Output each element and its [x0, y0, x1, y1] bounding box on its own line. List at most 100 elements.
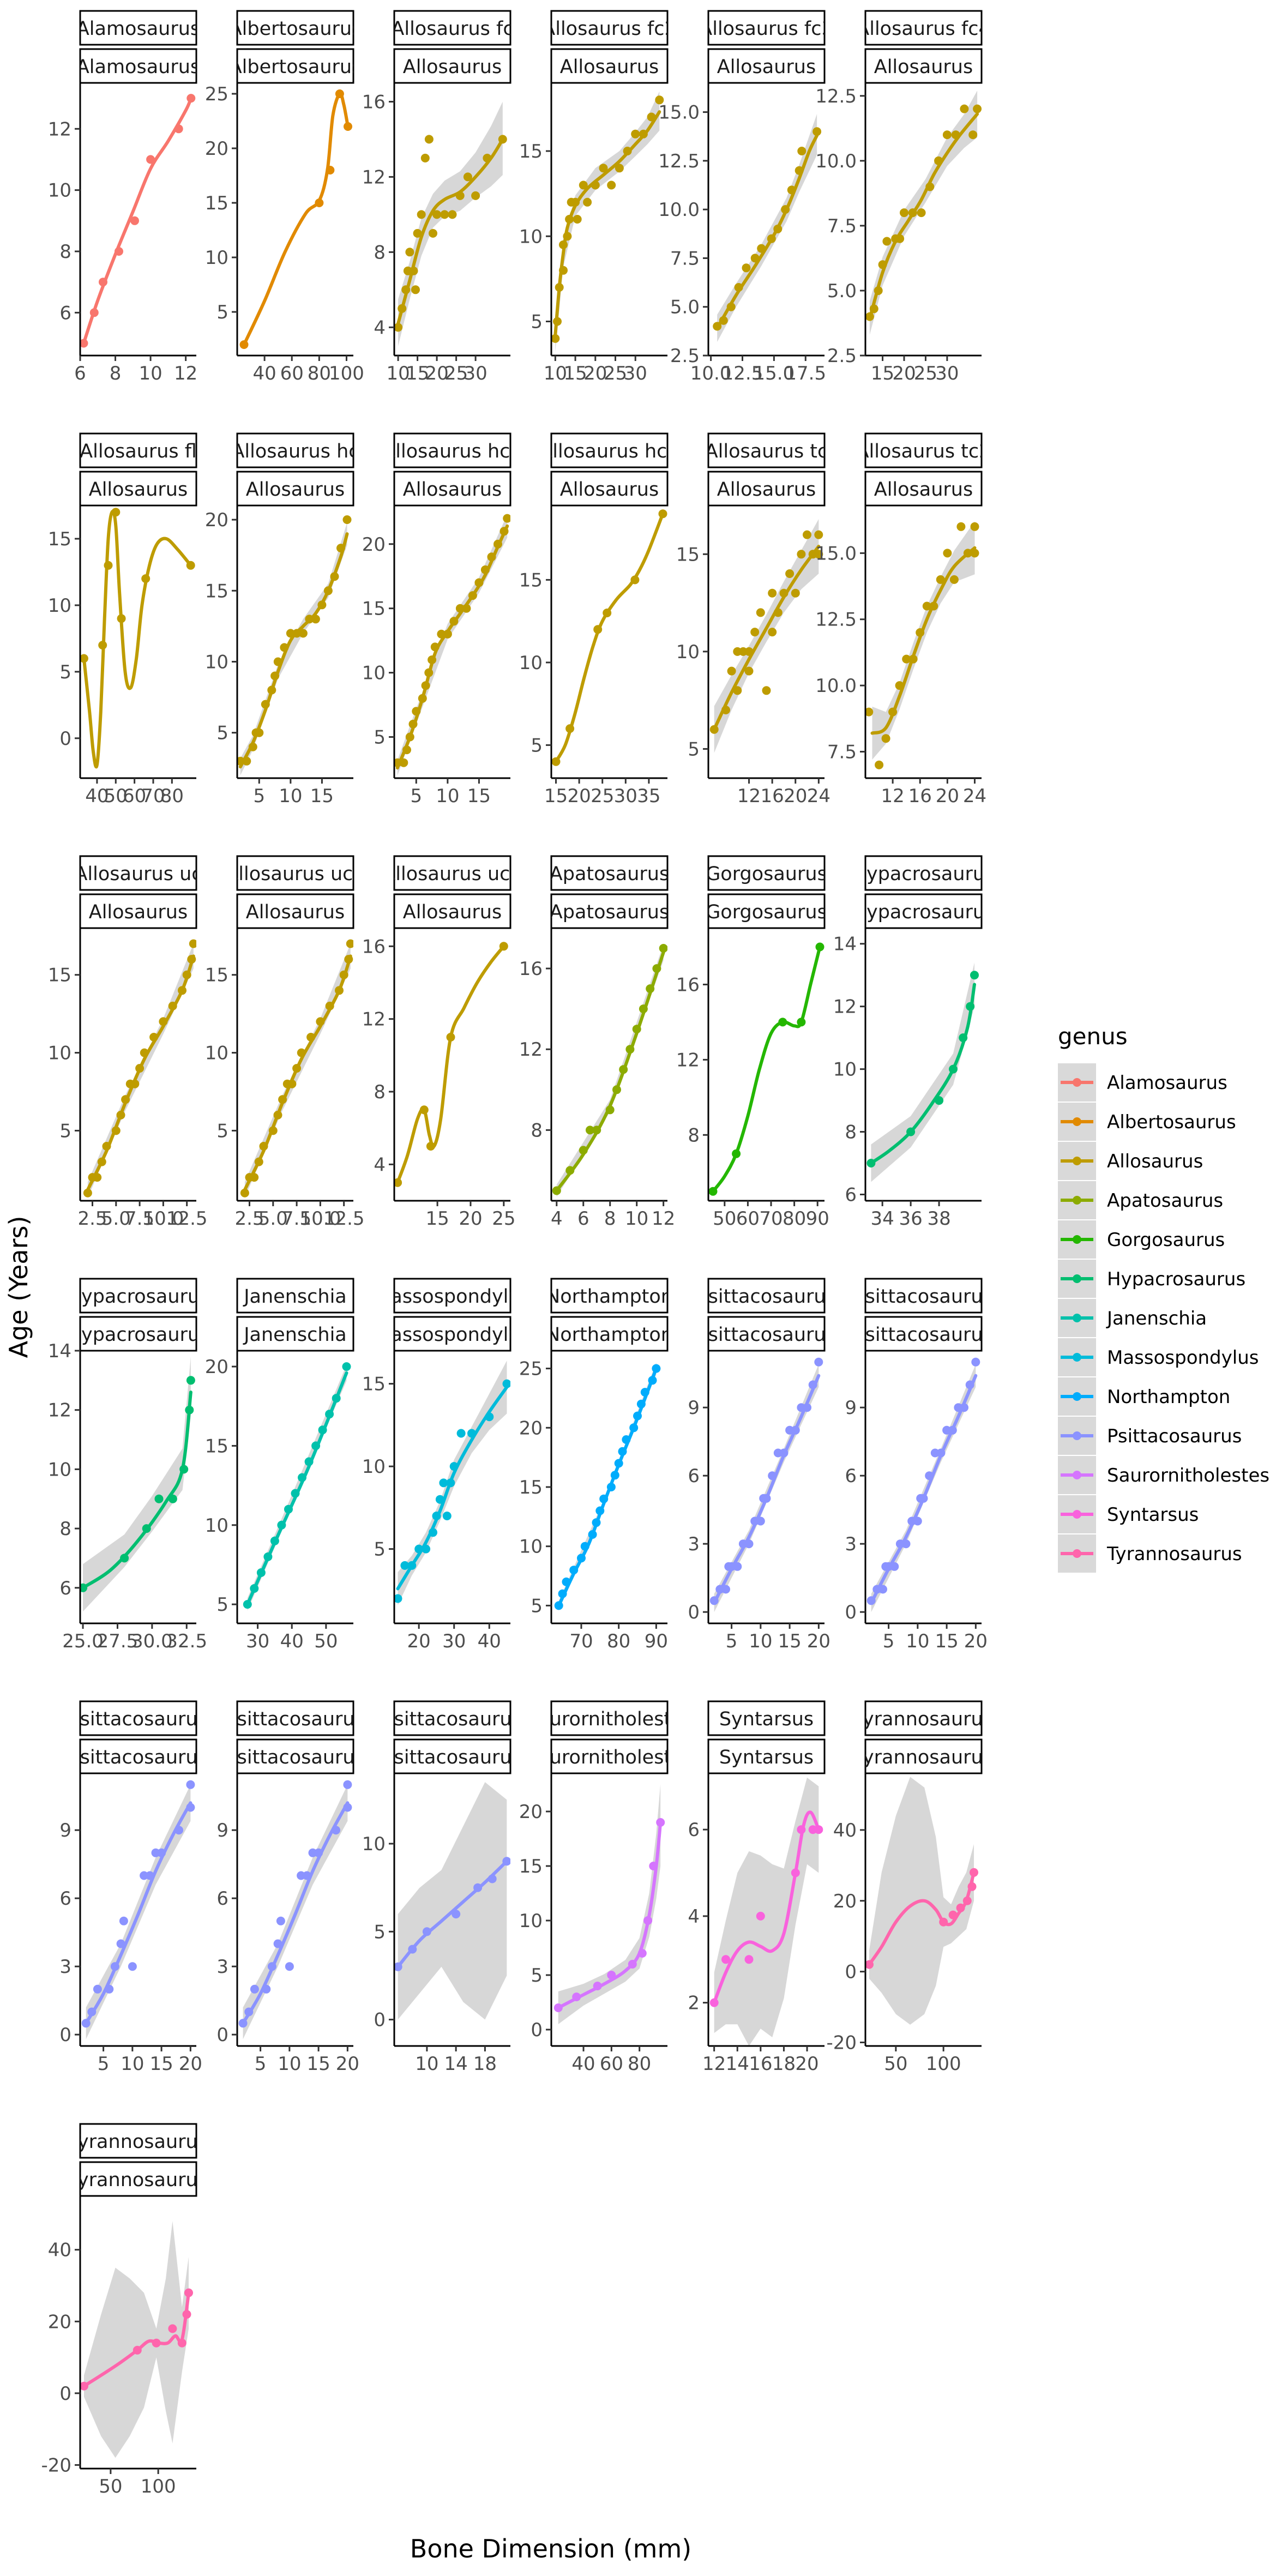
- x-tick-label: 30: [442, 1630, 466, 1652]
- data-point: [154, 1494, 164, 1503]
- y-tick-label: 15: [362, 598, 386, 620]
- data-point: [607, 1971, 616, 1979]
- legend-item: Tyrannosaurus: [1058, 1534, 1242, 1573]
- data-point: [757, 244, 766, 253]
- legend-item: Hypacrosaurus: [1058, 1260, 1245, 1298]
- data-point: [262, 1984, 271, 1994]
- legend-label: Massospondylus: [1107, 1347, 1259, 1369]
- facet-label-top: Allosaurus uc2: [225, 863, 365, 885]
- data-point: [468, 591, 477, 600]
- plot-area: [865, 91, 982, 335]
- y-tick-label: 5: [216, 1594, 228, 1616]
- data-point: [111, 508, 121, 517]
- plot-area: [551, 91, 664, 352]
- data-point: [865, 707, 874, 717]
- data-point: [962, 1896, 972, 1905]
- data-point: [599, 164, 608, 173]
- facet-strip-bottom: [236, 471, 354, 507]
- data-point: [128, 1962, 137, 1971]
- data-point: [756, 1911, 765, 1921]
- data-point: [808, 1380, 817, 1389]
- y-axis-label: Age (Years): [4, 1216, 33, 1358]
- data-point: [432, 1512, 441, 1520]
- y-tick-label: -20: [826, 2032, 857, 2054]
- data-point: [116, 1110, 125, 1120]
- data-point: [342, 515, 352, 524]
- y-tick-label: 15: [205, 192, 228, 214]
- data-point: [286, 629, 295, 638]
- data-point: [326, 166, 335, 174]
- y-tick-label: 10: [48, 1459, 71, 1480]
- data-point: [405, 248, 414, 257]
- y-tick-label: 0: [845, 1961, 857, 1983]
- data-point: [901, 1539, 911, 1549]
- x-tick-label: 6: [74, 363, 86, 384]
- data-point: [498, 135, 507, 144]
- x-tick-label: 18: [772, 2053, 796, 2075]
- data-point: [446, 1033, 455, 1042]
- data-point: [555, 283, 564, 292]
- data-point: [342, 1362, 351, 1371]
- x-tick-label: 14: [726, 2053, 749, 2075]
- data-point: [116, 1939, 125, 1948]
- data-point: [426, 1142, 435, 1151]
- legend-label: Hypacrosaurus: [1107, 1268, 1245, 1290]
- data-point: [592, 1126, 601, 1135]
- facet-strip-top: [707, 1278, 826, 1314]
- plot-area: [709, 519, 823, 753]
- data-point: [428, 655, 437, 664]
- x-tick-label: 10.0: [690, 363, 732, 384]
- y-tick-label: 12: [362, 166, 386, 188]
- x-tick-label: 12: [737, 785, 761, 807]
- x-tick-label: 15: [778, 1630, 801, 1652]
- x-tick-label: 20: [583, 363, 607, 384]
- y-tick-label: 16: [362, 936, 386, 958]
- legend-key-point: [1073, 1549, 1081, 1558]
- confidence-band: [398, 101, 503, 346]
- facet-panel: Allosaurus uc3 Allosaurus 4 8 12 16 15 20 25: [362, 855, 515, 1230]
- legend-label: Saurornitholestes: [1107, 1465, 1269, 1486]
- data-point: [812, 127, 822, 136]
- data-point: [866, 1159, 876, 1167]
- data-point: [726, 302, 736, 311]
- confidence-band: [869, 91, 978, 335]
- data-point: [448, 210, 457, 219]
- data-point: [588, 1530, 597, 1539]
- data-point: [750, 628, 760, 637]
- data-point: [417, 210, 426, 219]
- data-point: [462, 604, 471, 613]
- y-tick-label: 9: [845, 1397, 857, 1419]
- facet-panel: Hypacrosaurus Hypacrosaurus 6 8 10 12 14 25.027…: [48, 1278, 207, 1652]
- plot-area: [713, 114, 822, 342]
- data-point: [948, 1425, 957, 1435]
- data-point: [607, 180, 616, 190]
- y-tick-label: 0: [59, 2024, 71, 2046]
- data-point: [503, 514, 510, 523]
- data-point: [298, 629, 308, 638]
- data-point: [439, 1478, 448, 1488]
- y-tick-label: 15: [519, 569, 543, 591]
- data-point: [335, 89, 344, 98]
- data-point: [553, 317, 562, 326]
- data-point: [189, 939, 196, 948]
- data-point: [732, 1149, 741, 1158]
- data-point: [571, 197, 580, 207]
- facet-strip-bottom: [707, 1738, 826, 1774]
- y-tick-label: 0: [374, 2009, 386, 2031]
- data-point: [579, 1146, 588, 1155]
- data-point: [336, 544, 345, 553]
- data-point: [640, 1388, 649, 1397]
- data-point: [394, 758, 402, 767]
- data-point: [935, 1096, 944, 1105]
- plot-area: [866, 1357, 980, 1612]
- data-point: [287, 1079, 297, 1088]
- data-point: [149, 1033, 159, 1042]
- facet-strip-bottom: [79, 471, 197, 507]
- data-point: [559, 266, 568, 275]
- data-point: [243, 1600, 252, 1609]
- data-point: [633, 1411, 642, 1421]
- legend-key-point: [1073, 1196, 1081, 1205]
- y-tick-label: 3: [845, 1533, 857, 1555]
- data-point: [440, 210, 449, 219]
- plot-area: [709, 1777, 823, 2046]
